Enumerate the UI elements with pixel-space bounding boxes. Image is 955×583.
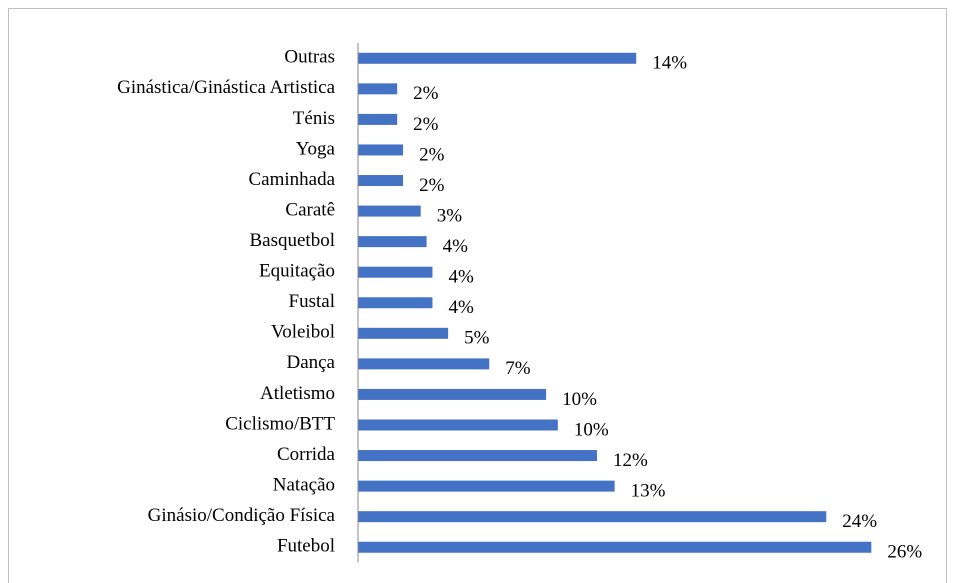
category-label: Voleibol: [271, 322, 335, 343]
value-label: 2%: [413, 83, 439, 104]
value-label: 4%: [448, 297, 474, 318]
category-label: Corrida: [277, 444, 336, 465]
value-label: 2%: [413, 114, 439, 135]
bar: [358, 388, 547, 400]
bar: [358, 113, 398, 125]
bar: [358, 266, 433, 278]
bar: [358, 144, 404, 156]
value-label: 2%: [419, 175, 445, 196]
value-label: 12%: [613, 450, 648, 471]
value-label: 10%: [562, 389, 597, 410]
value-label: 7%: [505, 358, 531, 379]
bar: [358, 541, 872, 553]
category-label: Outras: [284, 47, 335, 68]
category-label: Equitação: [259, 261, 335, 282]
value-label: 2%: [419, 144, 445, 165]
value-label: 24%: [842, 511, 877, 532]
bar: [358, 419, 558, 431]
value-label: 4%: [448, 267, 474, 288]
bar: [358, 52, 637, 64]
category-label: Dança: [286, 352, 335, 373]
value-label: 5%: [464, 328, 490, 349]
category-label: Yoga: [296, 138, 336, 159]
category-label: Caratê: [285, 199, 335, 220]
bar: [358, 236, 427, 248]
value-label: 10%: [574, 419, 609, 440]
bar: [358, 358, 490, 370]
bar: [358, 450, 598, 462]
value-label: 13%: [631, 480, 666, 501]
bar: [358, 327, 449, 339]
bar: [358, 297, 433, 309]
bar: [358, 83, 398, 95]
category-label: Ciclismo/BTT: [225, 413, 335, 434]
bar: [358, 480, 615, 492]
category-label: Fustal: [289, 291, 335, 312]
category-label: Ténis: [293, 108, 335, 129]
value-label: 3%: [437, 205, 463, 226]
category-label: Futebol: [277, 536, 335, 557]
bar: [358, 511, 827, 523]
bar: [358, 175, 404, 187]
value-label: 26%: [887, 542, 922, 563]
value-label: 14%: [652, 53, 687, 74]
category-label: Basquetbol: [250, 230, 336, 251]
chart-border: [8, 8, 947, 583]
category-label: Caminhada: [248, 169, 335, 190]
category-label: Ginástica/Ginástica Artistica: [117, 77, 335, 98]
category-label: Natação: [273, 474, 335, 495]
category-label: Ginásio/Condição Física: [148, 505, 336, 526]
category-label: Atletismo: [260, 383, 335, 404]
value-label: 4%: [443, 236, 469, 257]
bar: [358, 205, 421, 217]
